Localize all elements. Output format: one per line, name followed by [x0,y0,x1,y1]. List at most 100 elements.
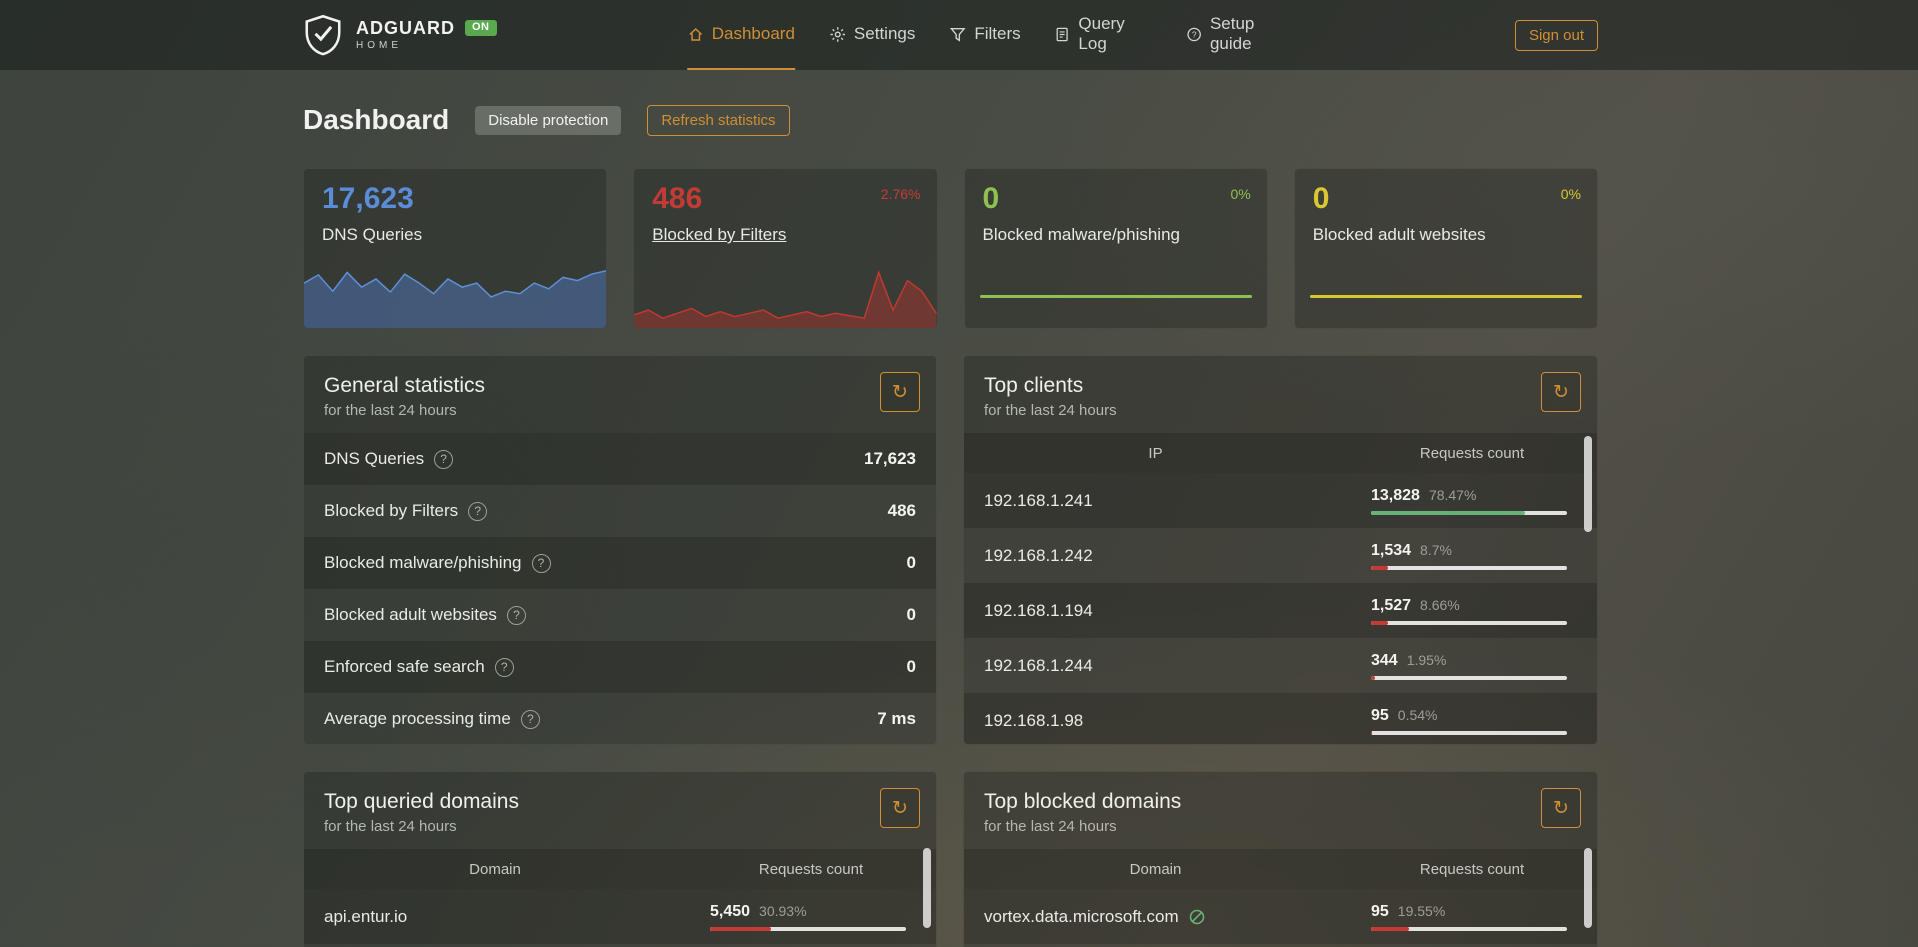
stat-value: 0 [1312,182,1330,215]
brand-text: ADGUARD ON HOME [356,19,497,51]
stat-percent: 2.76% [880,186,921,202]
request-percent: 8.7% [1420,541,1452,558]
client-stat: 13,828 78.47% [1371,487,1567,515]
page-title: Dashboard [303,104,450,135]
sign-out-button[interactable]: Sign out [1514,19,1598,51]
progress-fill [1371,675,1375,680]
help-icon[interactable] [434,449,454,469]
request-percent: 1.95% [1406,651,1447,668]
blocked-by-filters-link[interactable]: Blocked by Filters [652,225,787,244]
panel-subtitle: for the last 24 hours [984,818,1117,835]
brand-subtitle: HOME [356,40,402,51]
request-percent: 30.93% [759,902,807,919]
adguard-logo[interactable]: ADGUARD ON HOME [303,13,497,57]
general-statistics-panel: General statistics for the last 24 hours… [303,355,937,745]
stat-row-label: Average processing time [324,709,540,729]
help-icon[interactable] [494,657,514,677]
sparkline-chart [304,242,607,328]
client-row: 192.168.1.244 344 1.95% [964,638,1597,693]
refresh-statistics-button[interactable]: Refresh statistics [647,104,790,136]
panel-head: Top blocked domains for the last 24 hour… [964,772,1597,849]
stat-row-label: Enforced safe search [324,657,514,677]
scrollbar-thumb[interactable] [923,848,931,928]
column-header-ip: IP [1148,444,1163,462]
nav-dashboard[interactable]: Dashboard [686,0,795,70]
client-ip: 192.168.1.98 [984,710,1084,730]
stat-row: Average processing time 7 ms [304,693,936,744]
sparkline-flat [979,295,1252,298]
stat-row: Enforced safe search 0 [304,641,936,693]
progress-track [710,926,906,931]
progress-fill [1371,510,1525,515]
tracker-icon[interactable] [1188,908,1206,926]
domain-stat: 5,450 30.93% [710,903,906,931]
help-icon[interactable] [531,553,551,573]
protection-status-badge: ON [465,20,497,36]
top-bar: ADGUARD ON HOME Dashboard Settings Filte… [0,0,1918,70]
domain-row: vortex.data.microsoft.com 95 19.55% [964,889,1597,944]
stat-label: Blocked adult websites [1312,225,1486,244]
request-count: 344 [1371,651,1398,669]
nav-filters[interactable]: Filters [949,0,1021,70]
refresh-button[interactable] [880,372,920,412]
panel-title: Top clients [984,374,1084,397]
progress-fill [1371,565,1389,570]
nav-label: Dashboard [711,24,795,43]
help-icon[interactable] [506,605,526,625]
filter-icon [950,27,966,42]
top-queried-domains-panel: Top queried domains for the last 24 hour… [303,771,937,947]
main-nav: Dashboard Settings Filters Query Log ? S… [686,0,1295,70]
home-icon [688,27,702,41]
table-header: IP Requests count [964,433,1597,473]
progress-fill [710,926,771,931]
nav-setup-guide[interactable]: ? Setup guide [1186,0,1294,70]
panel-head: General statistics for the last 24 hours [304,356,936,433]
disable-protection-button[interactable]: Disable protection [475,105,622,135]
nav-query-log[interactable]: Query Log [1055,0,1153,70]
client-ip: 192.168.1.241 [984,490,1093,510]
stat-label: Blocked malware/phishing [982,225,1181,244]
table-header: Domain Requests count [964,849,1597,889]
stat-cards-row: 17,623 DNS Queries 2.76% 486 Blocked by … [303,168,1598,329]
progress-fill [1371,926,1410,931]
stat-card-dns-queries: 17,623 DNS Queries [303,168,608,329]
refresh-button[interactable] [1541,372,1581,412]
progress-track [1371,675,1567,680]
refresh-button[interactable] [1541,788,1581,828]
nav-settings[interactable]: Settings [829,0,915,70]
top-queried-table: api.entur.io 5,450 30.93% [304,889,936,947]
help-icon[interactable] [468,501,488,521]
progress-track [1371,620,1567,625]
stat-row: Blocked malware/phishing 0 [304,537,936,589]
progress-track [1371,510,1567,515]
request-count: 95 [1371,902,1389,920]
client-ip: 192.168.1.194 [984,600,1093,620]
panel-subtitle: for the last 24 hours [984,402,1117,419]
top-clients-table: 192.168.1.241 13,828 78.47% 192.168.1.242… [964,473,1597,744]
stat-row-value: 17,623 [864,449,916,468]
stat-value: 17,623 [322,182,414,215]
stat-value: 486 [652,182,703,215]
help-circle-icon: ? [1187,27,1201,41]
scrollbar-thumb[interactable] [1584,436,1592,532]
nav-label: Setup guide [1209,14,1255,53]
stat-row-value: 7 ms [877,709,916,728]
scrollbar-thumb[interactable] [1584,848,1592,928]
panel-head: Top clients for the last 24 hours [964,356,1597,433]
panel-title: Top blocked domains [984,790,1182,813]
refresh-button[interactable] [880,788,920,828]
progress-track [1371,565,1567,570]
request-count: 95 [1371,706,1389,724]
stat-percent: 0% [1230,186,1251,202]
request-count: 1,527 [1371,596,1412,614]
top-clients-panel: Top clients for the last 24 hours IP Req… [963,355,1598,745]
page-head: Dashboard Disable protection Refresh sta… [303,104,1598,136]
client-stat: 1,534 8.7% [1371,542,1567,570]
progress-track [1371,926,1567,931]
client-row: 192.168.1.241 13,828 78.47% [964,473,1597,528]
stat-row-label: DNS Queries [324,449,454,469]
nav-label: Settings [853,24,916,43]
help-icon[interactable] [520,709,540,729]
column-header-requests: Requests count [1419,444,1525,462]
panel-subtitle: for the last 24 hours [324,818,457,835]
